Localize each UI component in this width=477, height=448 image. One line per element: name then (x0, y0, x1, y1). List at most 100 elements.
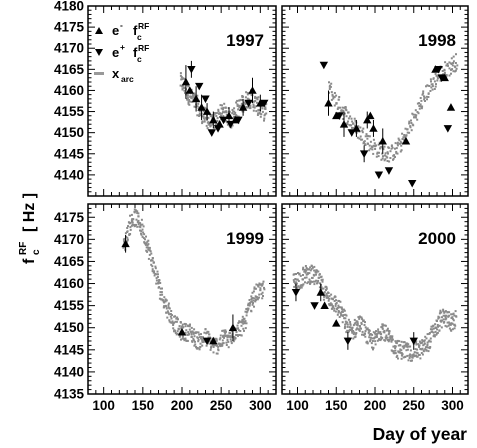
arc-point (372, 331, 375, 334)
arc-point (180, 338, 182, 341)
arc-point (230, 126, 233, 129)
arc-point (225, 120, 228, 123)
arc-point (221, 344, 224, 347)
arc-point (137, 219, 140, 222)
arc-point (130, 224, 133, 227)
arc-points (122, 208, 266, 355)
arc-point (368, 149, 371, 152)
arc-point (301, 284, 304, 287)
arc-point (372, 144, 375, 147)
arc-point (429, 328, 432, 331)
arc-point (405, 344, 408, 347)
arc-point (199, 346, 202, 348)
arc-point (372, 138, 375, 141)
arc-point (382, 155, 384, 158)
arc-point (196, 94, 199, 97)
arc-point (445, 314, 448, 317)
arc-point (443, 68, 446, 71)
arc-point (451, 316, 454, 319)
arc-point (449, 323, 452, 326)
positron-point (319, 61, 329, 70)
arc-point (313, 280, 316, 283)
arc-point (356, 320, 359, 323)
arc-point (261, 282, 264, 285)
arc-point (434, 73, 437, 75)
arc-point (152, 271, 155, 274)
arc-point (325, 287, 328, 290)
arc-point (136, 212, 139, 214)
arc-point (135, 223, 137, 226)
arc-point (178, 325, 181, 328)
arc-point (380, 333, 382, 336)
arc-point (378, 332, 381, 335)
arc-point (324, 294, 327, 297)
arc-point (307, 281, 310, 284)
arc-point (418, 102, 420, 105)
arc-point (337, 98, 340, 101)
arc-point (295, 281, 297, 284)
y-tick-label: 4165 (54, 62, 85, 77)
arc-point (388, 332, 391, 335)
arc-point (362, 319, 365, 322)
arc-point (153, 270, 156, 273)
positron-point (384, 167, 394, 175)
arc-point (320, 279, 323, 282)
arc-point (208, 333, 211, 336)
arc-point (255, 296, 258, 298)
x-tick-label: 300 (249, 398, 272, 413)
arc-point (423, 98, 426, 101)
arc-point (259, 288, 262, 291)
arc-point (375, 335, 378, 338)
arc-point (259, 287, 262, 290)
arc-point (361, 138, 364, 141)
arc-point (256, 298, 259, 301)
arc-point (396, 354, 399, 357)
arc-point (147, 239, 150, 242)
arc-point (131, 221, 134, 224)
arc-point (292, 279, 295, 282)
arc-point (142, 225, 145, 228)
positron-point (347, 129, 356, 137)
arc-point (391, 338, 394, 341)
arc-point (341, 106, 344, 109)
arc-point (227, 346, 230, 349)
arc-point (141, 235, 144, 238)
arc-point (435, 326, 437, 329)
arc-point (376, 332, 379, 335)
arc-point (193, 344, 196, 347)
arc-point (221, 112, 223, 115)
x-tick-label: 250 (402, 398, 425, 413)
arc-point (155, 277, 158, 280)
arc-point (426, 333, 429, 336)
arc-point (368, 329, 371, 332)
electron-point (339, 120, 349, 128)
arc-point (371, 340, 374, 342)
arc-point (444, 310, 447, 313)
arc-point (345, 115, 348, 118)
arc-point (193, 328, 196, 331)
arc-point (185, 329, 188, 332)
arc-point (202, 115, 205, 118)
electron-point (446, 103, 456, 111)
arc-point (349, 323, 352, 326)
arc-point (227, 340, 230, 343)
arc-point (362, 127, 365, 130)
arc-point (186, 339, 189, 342)
arc-point (370, 342, 373, 345)
arc-point (224, 332, 227, 335)
arc-point (323, 295, 326, 298)
arc-point (394, 142, 397, 145)
legend-triangle-up-marker (95, 27, 103, 34)
arc-point (451, 322, 454, 325)
arc-point (165, 305, 167, 308)
arc-point (408, 357, 411, 359)
arc-point (135, 218, 138, 221)
arc-point (252, 302, 254, 304)
arc-point (246, 92, 249, 94)
arc-point (148, 253, 151, 256)
positron-point (343, 337, 353, 346)
arc-point (145, 249, 148, 252)
arc-point (453, 314, 456, 317)
arc-point (336, 306, 339, 309)
arc-point (338, 300, 341, 302)
